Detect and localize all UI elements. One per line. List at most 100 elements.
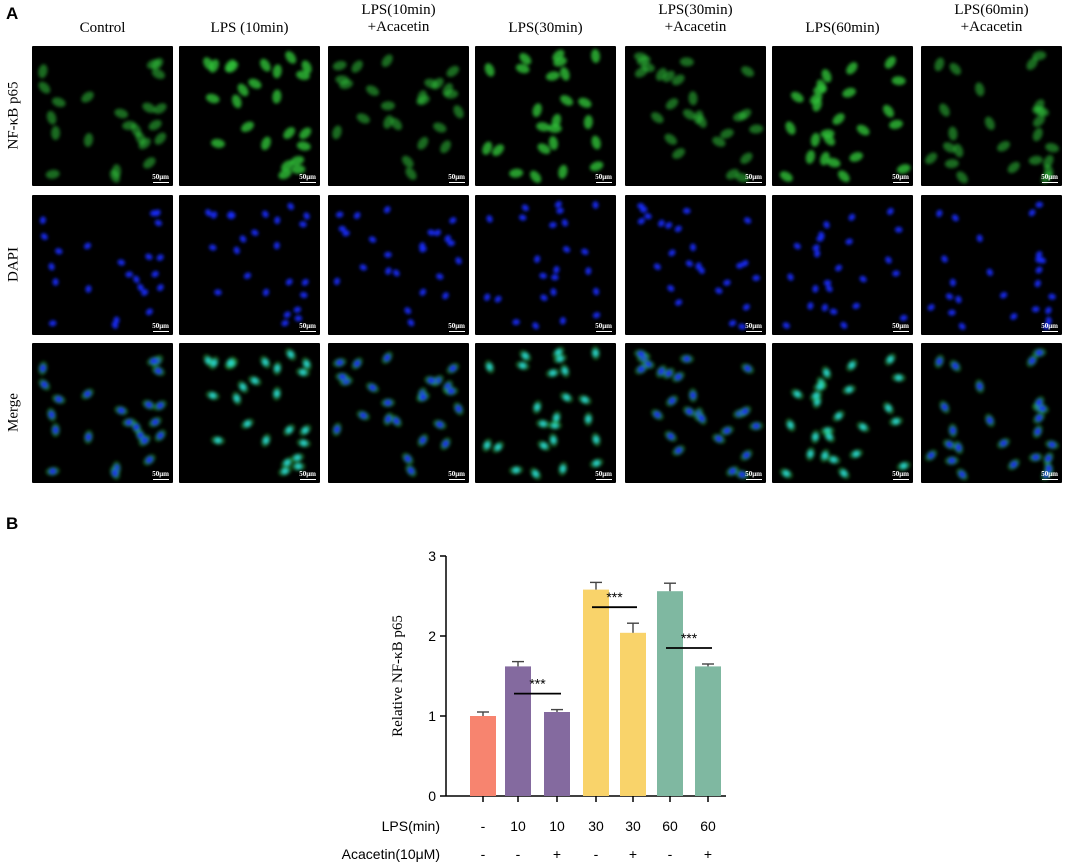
cell-cytoplasm <box>939 103 950 117</box>
cell-nucleus <box>553 414 560 422</box>
cell-cytoplasm <box>578 97 592 108</box>
cell-nucleus <box>852 450 860 458</box>
cell-nucleus <box>1028 357 1036 365</box>
cell-cytoplasm <box>482 141 493 155</box>
cell-nucleus <box>521 204 529 212</box>
cell-nucleus <box>840 321 848 329</box>
cell-nucleus <box>999 291 1008 299</box>
cell-nucleus <box>976 382 983 391</box>
cell-nucleus <box>48 410 55 419</box>
cell-nucleus <box>419 288 427 296</box>
cell-nucleus <box>899 314 908 321</box>
cell-nucleus <box>823 279 832 286</box>
cell-nucleus <box>949 278 956 287</box>
lps-value: 30 <box>588 818 604 834</box>
cell-nucleus <box>848 361 856 369</box>
cell-nucleus <box>419 436 427 444</box>
bar <box>505 666 531 796</box>
scale-bar <box>746 478 762 480</box>
cell-nucleus <box>743 217 752 224</box>
cell-nucleus <box>556 355 564 362</box>
cell-nucleus <box>887 207 894 215</box>
cell-cytoplasm <box>484 63 495 77</box>
cell-nucleus <box>1045 316 1052 325</box>
cell-cytoplasm <box>740 152 753 164</box>
cell-nucleus <box>287 202 295 210</box>
cell-nucleus <box>83 390 92 398</box>
scale-bar-label: 50μm <box>745 470 762 478</box>
cell-nucleus <box>149 210 158 217</box>
cell-field <box>927 201 1056 330</box>
cell-nucleus <box>1045 306 1052 315</box>
cell-cytoplasm <box>665 98 679 110</box>
scale-bar <box>300 478 316 480</box>
cell-nucleus <box>359 412 367 419</box>
cell-cytoplasm <box>956 171 968 184</box>
cell-cytoplasm <box>558 164 568 179</box>
cell-nucleus <box>585 267 592 275</box>
cell-nucleus <box>835 264 843 272</box>
cell-cytoplasm <box>390 117 402 131</box>
cell-nucleus <box>948 457 956 464</box>
cell-nucleus <box>683 355 691 362</box>
cell-nucleus <box>518 214 527 221</box>
cell-nucleus <box>299 369 307 376</box>
cell-nucleus <box>208 244 217 251</box>
cell-nucleus <box>852 302 860 310</box>
cell-nucleus <box>976 234 983 243</box>
cell-cytoplasm <box>335 75 350 85</box>
cell-nucleus <box>738 471 746 478</box>
cell-nucleus <box>550 288 557 296</box>
cell-cytoplasm <box>560 67 570 81</box>
cell-nucleus <box>293 454 302 461</box>
cell-nucleus <box>48 262 55 271</box>
cell-nucleus <box>782 470 790 477</box>
cell-cytoplasm <box>283 127 296 139</box>
significance-label: *** <box>529 676 546 692</box>
micrograph-blue: 50μm <box>625 195 766 335</box>
cell-nucleus <box>48 320 57 327</box>
cell-nucleus <box>561 367 568 375</box>
cell-nucleus <box>111 469 119 477</box>
cell-cytoplasm <box>138 137 151 150</box>
scale-bar <box>1042 330 1058 332</box>
cell-cytoplasm <box>272 64 282 79</box>
cell-nucleus <box>368 384 377 391</box>
cell-nucleus <box>300 292 308 299</box>
cell-cytoplasm <box>696 114 707 128</box>
cell-nucleus <box>444 235 451 243</box>
cell-nucleus <box>845 238 853 245</box>
cell-cytoplasm <box>997 140 1011 152</box>
cell-field <box>782 207 908 329</box>
lps-value: 10 <box>549 818 565 834</box>
cell-cytoplasm <box>790 91 804 103</box>
cell-cytoplasm <box>209 59 220 73</box>
column-title: LPS (10min) <box>175 20 325 37</box>
cell-nucleus <box>494 295 502 303</box>
cell-nucleus <box>243 272 252 280</box>
cell-cytoplasm <box>281 160 294 172</box>
cell-nucleus <box>335 359 344 366</box>
cell-cytoplasm <box>38 81 51 94</box>
cell-nucleus <box>1035 251 1043 259</box>
cell-field <box>634 52 764 183</box>
cell-nucleus <box>551 274 559 281</box>
cell-nucleus <box>742 303 750 311</box>
cell-cytoplasm <box>241 121 254 133</box>
cell-nucleus <box>338 225 347 232</box>
cell-nucleus <box>39 364 46 373</box>
cell-nucleus <box>698 414 705 422</box>
cell-nucleus <box>1035 349 1044 356</box>
cell-cytoplasm <box>943 142 956 153</box>
cell-field <box>38 58 167 183</box>
cell-nucleus <box>812 244 820 252</box>
cell-field <box>482 346 604 480</box>
cell-nucleus <box>644 213 652 220</box>
cell-cytoplasm <box>301 60 312 74</box>
micrograph-merge: 50μm <box>328 343 469 483</box>
cell-cytoplasm <box>821 69 832 83</box>
cell-cytoplasm <box>45 169 60 179</box>
cell-cytoplasm <box>856 124 870 136</box>
cell-nucleus <box>685 260 693 267</box>
cell-cytoplasm <box>589 161 604 172</box>
